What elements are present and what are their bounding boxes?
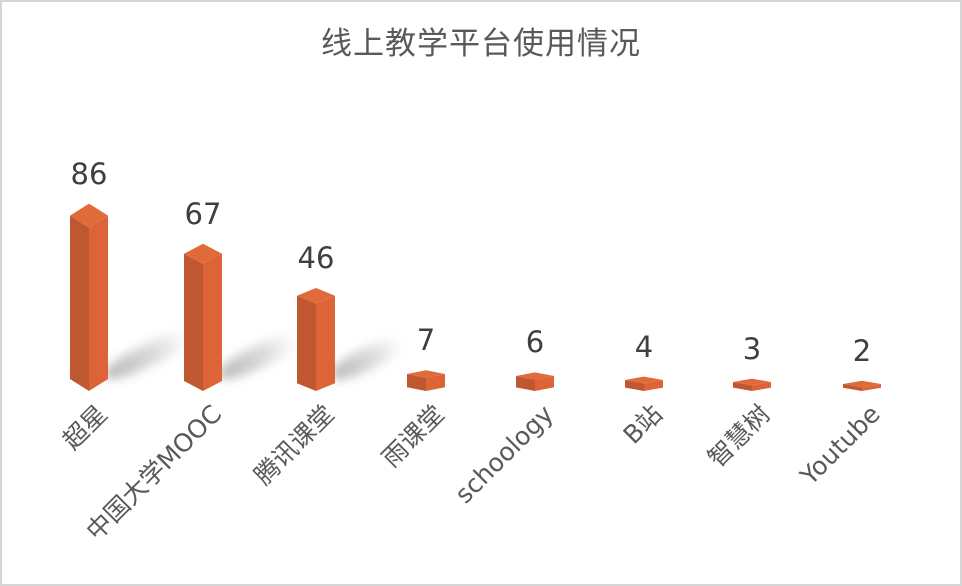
bar-face-top[interactable]: [733, 378, 771, 386]
chart-title: 线上教学平台使用情况: [321, 26, 641, 62]
bar-face-left[interactable]: [407, 373, 426, 391]
bar-face-top[interactable]: [625, 376, 663, 384]
bar-value-label: 67: [184, 196, 222, 231]
bar-column-1[interactable]: [184, 243, 222, 391]
bar-face-left[interactable]: [516, 375, 535, 391]
bar-column-3[interactable]: [407, 370, 445, 391]
bar-face-right[interactable]: [644, 379, 663, 391]
bar-face-left[interactable]: [843, 383, 862, 391]
bar-value-label: 86: [70, 156, 108, 191]
bar-face-left[interactable]: [297, 295, 316, 391]
bar-value-label: 7: [416, 323, 436, 358]
bar-face-top[interactable]: [184, 243, 222, 264]
bar-face-right[interactable]: [316, 295, 335, 391]
bar-face-top[interactable]: [297, 287, 335, 304]
bar-column-4[interactable]: [516, 372, 554, 391]
bar-face-top[interactable]: [70, 203, 108, 228]
bar-face-right[interactable]: [535, 375, 554, 391]
bar-face-left[interactable]: [70, 215, 89, 391]
bar-face-right[interactable]: [752, 381, 771, 391]
bar-column-5[interactable]: [625, 376, 663, 391]
bar-face-left[interactable]: [184, 253, 203, 391]
bar-value-label: 3: [742, 331, 762, 366]
bar-value-label: 6: [525, 325, 545, 360]
bar-value-label: 46: [297, 240, 335, 275]
bar-face-top[interactable]: [516, 372, 554, 380]
bar-face-top[interactable]: [843, 380, 881, 388]
bar-column-0[interactable]: [70, 203, 108, 391]
bar-column-6[interactable]: [733, 378, 771, 391]
bar-value-label: 2: [852, 333, 872, 368]
bar-column-7[interactable]: [843, 380, 881, 391]
bar-column-2[interactable]: [297, 287, 335, 391]
bar-face-right[interactable]: [89, 215, 108, 391]
bar-face-top[interactable]: [407, 370, 445, 378]
bar-face-right[interactable]: [203, 253, 222, 391]
bar-face-right[interactable]: [862, 383, 881, 391]
bar-face-left[interactable]: [625, 379, 644, 391]
bar-face-left[interactable]: [733, 381, 752, 391]
bar-face-right[interactable]: [426, 373, 445, 391]
bar-value-label: 4: [634, 329, 654, 364]
